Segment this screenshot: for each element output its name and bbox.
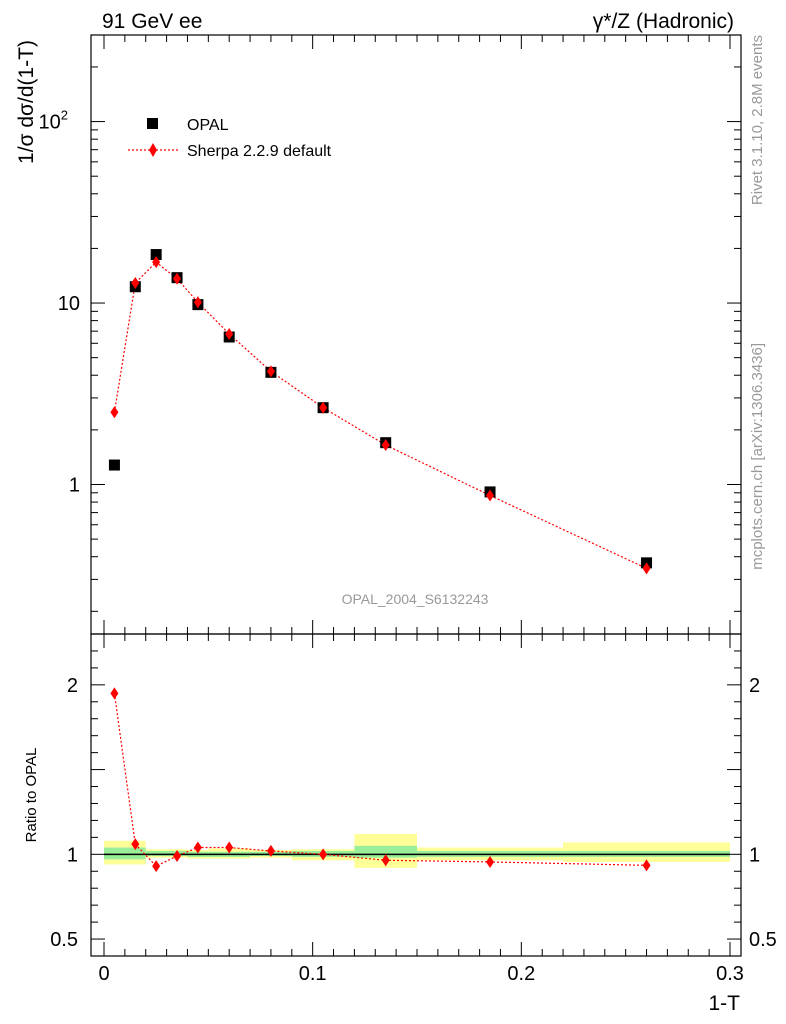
sherpa-point-10 [642,562,651,575]
x-tick-label-1: 0.1 [299,963,327,985]
legend-label-opal: OPAL [187,117,229,134]
sherpa-ratio-point-6 [266,844,275,857]
sherpa-point-0 [110,406,119,419]
sherpa-ratio-point-1 [131,838,140,851]
ratio-tick-label-right-0: 0.5 [749,929,777,951]
legend-marker-opal [147,118,158,129]
sherpa-point-5 [225,328,234,341]
legend-label-sherpa: Sherpa 2.2.9 default [187,143,332,160]
sherpa-point-4 [193,296,202,309]
sherpa-ratio-point-4 [193,841,202,854]
sherpa-ratio-point-9 [486,855,495,868]
band-inner-6 [354,845,417,858]
ratio-frame [90,633,742,957]
sherpa-ratio-point-5 [225,841,234,854]
series-layer [108,249,653,873]
band-inner-0 [104,847,146,860]
sherpa-point-1 [131,276,140,289]
top-left-title: 91 GeV ee [102,10,202,33]
ratio-tick-label-2: 2 [67,675,78,697]
y-axis-title: 1/σ dσ/d(1-T) [15,40,38,164]
opal-point-0 [108,459,120,471]
mcplots-label: mcplots.cern.ch [arXiv:1306.3436] [749,343,766,570]
legend: OPAL Sherpa 2.2.9 default [128,117,332,160]
sherpa-point-7 [319,401,328,414]
sherpa-point-6 [266,365,275,378]
opal-point-2 [150,249,162,261]
ratio-tick-label-1: 1 [67,844,78,866]
sherpa-point-9 [486,489,495,502]
x-tick-label-3: 0.3 [716,963,744,985]
sherpa-point-8 [381,439,390,452]
sherpa-ratio-point-8 [381,854,390,867]
legend-marker-sherpa [149,143,157,157]
y-tick-label-2: 102 [39,108,68,134]
ratio-tick-label-right-1: 1 [749,844,760,866]
sherpa-ratio-point-10 [642,859,651,872]
x-axis-title: 1-T [709,992,741,1015]
sherpa-ratio-point-3 [173,850,182,863]
rivet-version-label: Rivet 3.1.10, 2.8M events [749,35,766,205]
ratio-panel-axes: 0 0.1 0.2 0.30.5 0.51 12 2 [50,633,777,985]
x-tick-label-0: 0 [98,963,109,985]
ratio-tick-label-right-2: 2 [749,675,760,697]
y-tick-label-0: 1 [69,474,80,496]
main-panel-axes: 1 10 102 [39,34,742,635]
top-right-title: γ*/Z (Hadronic) [593,10,734,33]
analysis-watermark: OPAL_2004_S6132243 [342,591,489,607]
y-tick-label-exponent: 2 [61,108,68,123]
sherpa-point-2 [152,256,161,269]
band-inner-1 [145,850,188,857]
sherpa-ratio-point-2 [152,860,161,873]
sherpa-point-3 [173,272,182,285]
sherpa-ratio-line [113,693,647,867]
sherpa-ratio-point-7 [319,848,328,861]
sherpa-ratio-point-0 [110,687,119,700]
y-tick-label-1: 10 [58,293,80,315]
ratio-y-axis-title: Ratio to OPAL [23,748,40,843]
x-tick-label-2: 0.2 [507,963,535,985]
ratio-tick-label-0: 0.5 [50,929,78,951]
